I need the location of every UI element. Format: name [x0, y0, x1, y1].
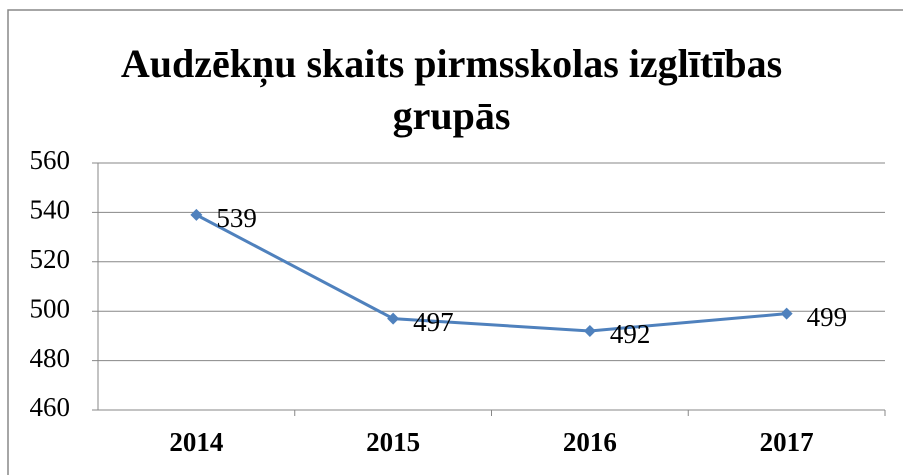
- data-label: 499: [807, 302, 848, 332]
- y-tick-label: 500: [30, 293, 71, 323]
- y-tick-label: 560: [30, 145, 71, 175]
- x-tick-label: 2016: [563, 427, 617, 457]
- x-tick-label: 2015: [366, 427, 420, 457]
- marker: [190, 208, 203, 221]
- x-tick-label: 2014: [169, 427, 223, 457]
- data-label: 497: [413, 307, 454, 337]
- data-label: 539: [216, 203, 257, 233]
- marker: [780, 307, 793, 320]
- y-tick-label: 540: [30, 195, 71, 225]
- chart-border: [7, 9, 903, 475]
- marker: [387, 312, 400, 325]
- marker: [583, 324, 596, 337]
- data-label: 492: [610, 319, 651, 349]
- y-tick-label: 520: [30, 244, 71, 274]
- y-tick-label: 460: [30, 392, 71, 422]
- line: [195, 213, 787, 333]
- x-tick-label: 2017: [760, 427, 814, 457]
- y-tick-label: 480: [30, 343, 71, 373]
- chart-title: Audzēkņu skaits pirmsskolas izglītības g…: [120, 41, 783, 138]
